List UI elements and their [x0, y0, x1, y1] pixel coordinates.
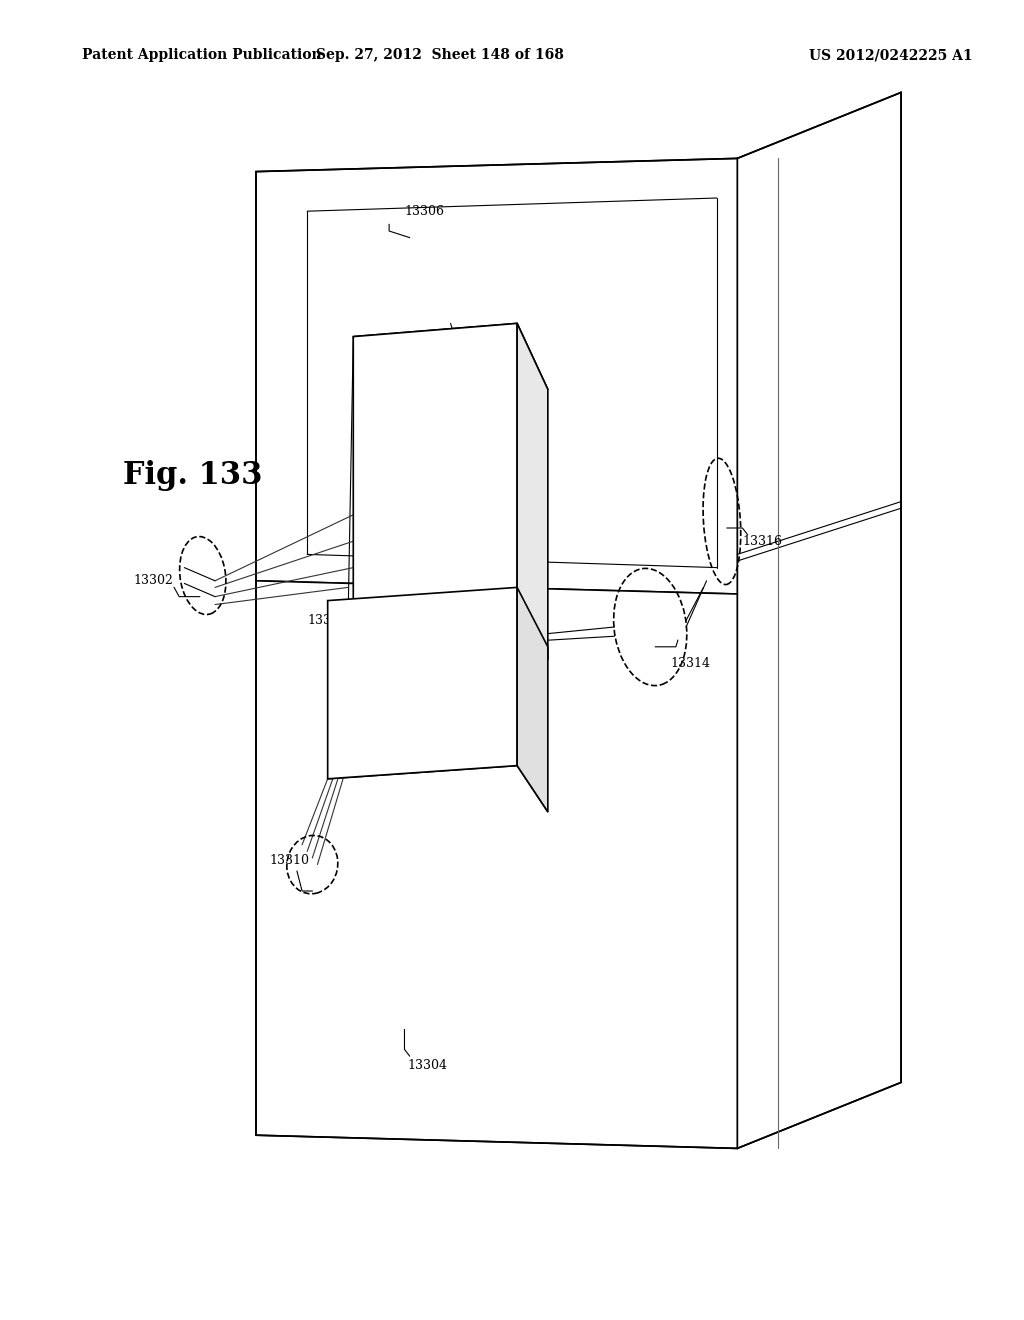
- Polygon shape: [328, 587, 517, 779]
- Polygon shape: [353, 323, 517, 614]
- Bar: [364, 607, 497, 686]
- Text: 13308: 13308: [442, 383, 482, 396]
- Polygon shape: [353, 323, 548, 403]
- Text: Sep. 27, 2012  Sheet 148 of 168: Sep. 27, 2012 Sheet 148 of 168: [316, 49, 564, 62]
- Polygon shape: [517, 587, 548, 812]
- Text: Patent Application Publication: Patent Application Publication: [82, 49, 322, 62]
- Text: 13310: 13310: [269, 854, 309, 867]
- Text: 13306: 13306: [404, 205, 444, 218]
- Text: 13304: 13304: [408, 1059, 447, 1072]
- Polygon shape: [256, 581, 737, 1148]
- Text: 13302: 13302: [133, 574, 173, 587]
- Text: Fig. 133: Fig. 133: [123, 459, 262, 491]
- Bar: [364, 370, 497, 502]
- Text: 13312: 13312: [307, 614, 347, 627]
- Text: 13316: 13316: [742, 535, 782, 548]
- Polygon shape: [517, 323, 548, 660]
- Polygon shape: [737, 92, 901, 1148]
- Text: 13314: 13314: [671, 657, 711, 671]
- Text: US 2012/0242225 A1: US 2012/0242225 A1: [809, 49, 973, 62]
- Polygon shape: [256, 158, 737, 594]
